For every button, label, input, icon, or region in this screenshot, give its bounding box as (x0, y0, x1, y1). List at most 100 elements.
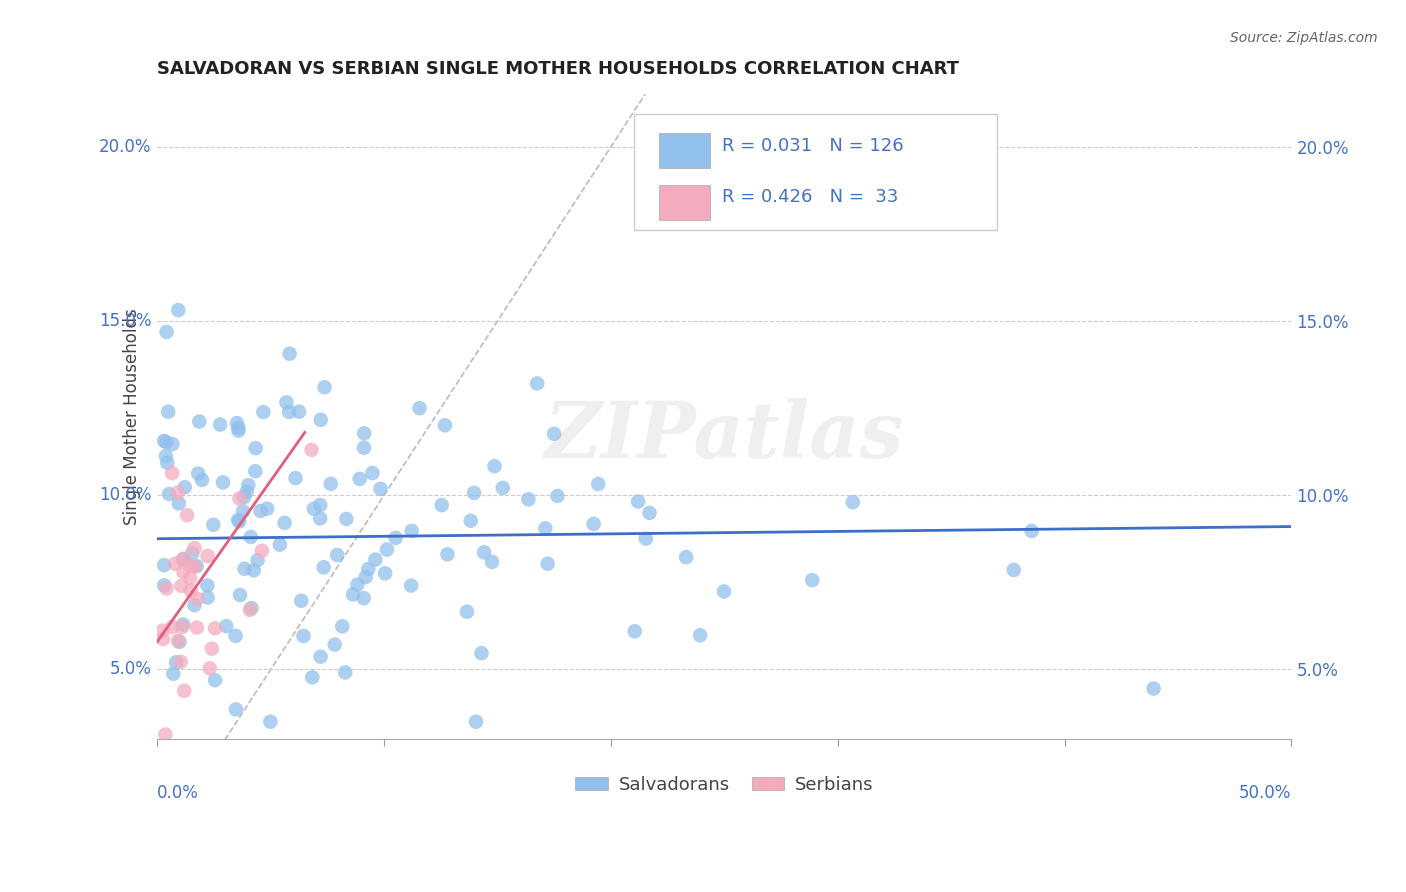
Point (259, 714, 281, 729)
Point (179, 571, 201, 585)
Legend: Salvadorans, Serbians: Salvadorans, Serbians (568, 769, 880, 801)
Point (430, 498, 453, 512)
Point (197, 549, 219, 563)
Point (162, 437, 184, 451)
Point (162, 666, 184, 681)
Text: 5.0%: 5.0% (110, 660, 152, 679)
Point (198, 661, 221, 675)
Point (309, 649, 332, 664)
Point (276, 395, 298, 409)
Point (173, 684, 195, 698)
Point (172, 617, 194, 632)
Point (326, 548, 349, 562)
Point (181, 547, 204, 561)
Point (204, 621, 226, 635)
Point (353, 426, 375, 441)
Point (249, 504, 271, 518)
Point (239, 530, 262, 544)
Point (155, 449, 177, 463)
Point (1021, 524, 1043, 538)
Text: ZIPatlas: ZIPatlas (544, 398, 904, 475)
Point (191, 473, 214, 487)
Point (183, 598, 205, 612)
Point (252, 405, 274, 419)
Point (250, 543, 273, 558)
Point (292, 629, 315, 643)
Point (246, 553, 269, 567)
Point (155, 435, 177, 450)
Point (172, 551, 194, 566)
Point (152, 632, 174, 646)
Point (330, 619, 353, 633)
Point (188, 415, 211, 429)
Point (517, 492, 540, 507)
Point (160, 466, 183, 480)
Point (547, 489, 569, 503)
Point (157, 487, 180, 501)
Point (465, 714, 488, 729)
Point (543, 426, 565, 441)
Point (167, 303, 190, 318)
Point (228, 515, 250, 529)
Point (537, 557, 560, 571)
Point (436, 547, 458, 561)
Point (353, 441, 375, 455)
Point (176, 508, 198, 523)
Point (309, 413, 332, 427)
Point (370, 482, 392, 496)
Point (167, 496, 190, 510)
Point (269, 538, 291, 552)
Point (301, 670, 323, 684)
Point (186, 559, 208, 574)
Point (232, 504, 254, 518)
Point (169, 655, 191, 669)
Point (1002, 563, 1025, 577)
Point (801, 573, 824, 587)
Point (187, 467, 209, 481)
Point (638, 506, 661, 520)
Point (634, 532, 657, 546)
Point (492, 481, 515, 495)
Point (215, 619, 238, 633)
Point (152, 624, 174, 638)
Point (225, 629, 247, 643)
Text: 15.0%: 15.0% (100, 312, 152, 330)
Point (209, 417, 232, 432)
Point (314, 380, 336, 394)
Point (456, 605, 478, 619)
Point (153, 578, 176, 592)
Point (375, 542, 398, 557)
Point (346, 577, 368, 591)
Point (288, 405, 311, 419)
Point (202, 517, 225, 532)
Point (534, 521, 557, 535)
Text: 50.0%: 50.0% (1239, 784, 1292, 802)
Point (460, 514, 482, 528)
Point (353, 591, 375, 606)
Text: R = 0.426   N =  33: R = 0.426 N = 33 (723, 188, 898, 206)
Point (361, 466, 384, 480)
Point (273, 516, 295, 530)
Point (312, 560, 335, 574)
Point (323, 638, 346, 652)
FancyBboxPatch shape (658, 133, 710, 169)
Point (226, 513, 249, 527)
Point (245, 441, 267, 455)
Point (229, 588, 252, 602)
Point (470, 646, 492, 660)
Y-axis label: Single Mother Households: Single Mother Households (124, 309, 142, 525)
Point (167, 633, 190, 648)
Point (197, 591, 219, 605)
Point (472, 545, 495, 559)
Point (623, 624, 645, 639)
Point (302, 501, 325, 516)
Point (153, 558, 176, 573)
Point (155, 727, 177, 741)
FancyBboxPatch shape (658, 185, 710, 220)
Point (675, 550, 697, 565)
Text: R = 0.031   N = 126: R = 0.031 N = 126 (723, 136, 904, 155)
Point (842, 495, 865, 509)
Point (233, 562, 256, 576)
Point (204, 673, 226, 688)
Point (180, 583, 202, 598)
